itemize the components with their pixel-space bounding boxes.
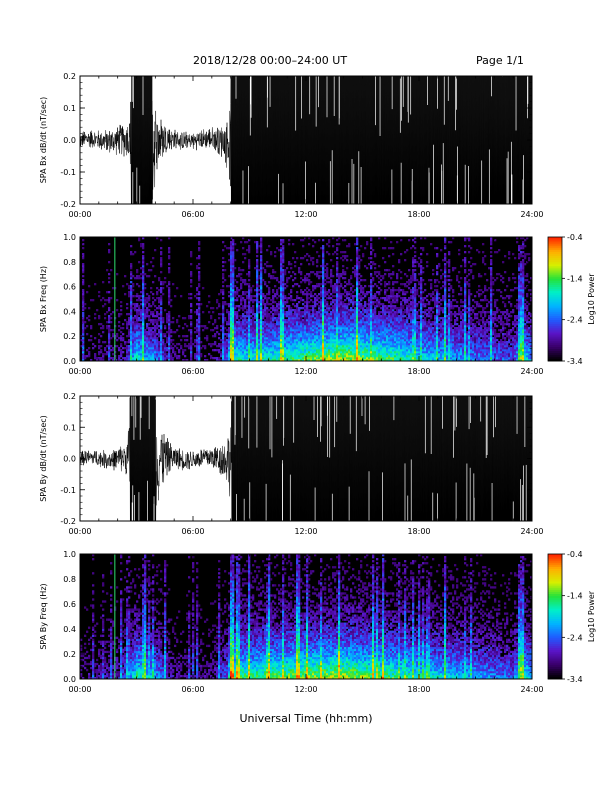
y-tick-label: 0.4 <box>63 307 76 316</box>
y-tick-label: 1.0 <box>63 550 76 559</box>
bx-spectrogram-plot-area <box>80 237 532 361</box>
by-spectrogram-plot-area <box>80 554 532 679</box>
x-tick-label: 18:00 <box>407 527 430 536</box>
y-tick-label: 0.1 <box>63 423 76 432</box>
chart-title: 2018/12/28 00:00–24:00 UT <box>193 54 348 67</box>
x-tick-label: 18:00 <box>407 685 430 694</box>
y-tick-label: 0.1 <box>63 104 76 113</box>
y-tick-label: 0.2 <box>63 332 76 341</box>
colorbar-tick-label: -3.4 <box>567 357 583 366</box>
y-tick-label: 0.8 <box>63 258 76 267</box>
x-tick-label: 24:00 <box>520 685 543 694</box>
bx-spectrogram-y-axis: 1.0 0.8 0.6 0.4 0.2 0.0 SPA Bx Freq (Hz) <box>39 233 532 366</box>
by-spectrogram-panel: -0.4 -1.4 -2.4 -3.4 Log10 Power 00:00 06:00 12:… <box>39 550 596 694</box>
x-tick-label: 12:00 <box>294 527 317 536</box>
y-tick-label: 0.2 <box>63 650 76 659</box>
by-spectrogram-colorbar: -0.4 -1.4 -2.4 -3.4 Log10 Power <box>547 550 596 684</box>
x-tick-label: 24:00 <box>520 210 543 219</box>
bx-spectrogram-x-axis: 00:00 06:00 12:00 18:00 24:00 <box>68 237 544 376</box>
bx-dbdt-plot-area <box>80 76 532 204</box>
by-dbdt-x-axis: 00:00 06:00 12:00 18:00 24:00 <box>68 396 544 536</box>
y-tick-label: 0.0 <box>63 675 76 684</box>
bx-spectrogram-colorbar: -0.4 -1.4 -2.4 -3.4 Log10 Power <box>547 233 596 366</box>
x-tick-label: 00:00 <box>68 210 91 219</box>
by-spectrogram-y-axis: 1.0 0.8 0.6 0.4 0.2 0.0 SPA By Freq (Hz) <box>39 550 532 684</box>
x-tick-label: 12:00 <box>294 367 317 376</box>
by-dbdt-trace <box>80 396 532 521</box>
by-dbdt-y-axis: 0.2 0.1 0.0 -0.1 -0.2 SPA By dB/dt (nT/sec) <box>39 392 532 526</box>
bx-spectrogram-panel: -0.4 -1.4 -2.4 -3.4 Log10 Power 00:00 06:00 12:… <box>39 233 596 376</box>
bx-dbdt-y-axis-label: SPA Bx dB/dt (nT/sec) <box>39 97 48 184</box>
y-tick-label: 0.0 <box>63 455 76 464</box>
by-dbdt-plot-area <box>80 396 532 521</box>
colorbar-tick-label: -1.4 <box>567 274 583 283</box>
colorbar-tick-label: -0.4 <box>567 233 583 242</box>
bx-dbdt-x-axis: 00:00 06:00 12:00 18:00 24:00 <box>68 76 544 219</box>
bx-dbdt-y-axis: 0.2 0.1 0.0 -0.1 -0.2 SPA Bx dB/dt (nT/sec) <box>39 72 532 209</box>
x-tick-label: 18:00 <box>407 367 430 376</box>
y-tick-label: 0.0 <box>63 357 76 366</box>
y-tick-label: 0.2 <box>63 392 76 401</box>
y-tick-label: 0.6 <box>63 283 76 292</box>
y-tick-label: 0.8 <box>63 575 76 584</box>
y-tick-label: 0.4 <box>63 625 76 634</box>
y-tick-label: 0.0 <box>63 136 76 145</box>
x-tick-label: 00:00 <box>68 367 91 376</box>
colorbar-tick-label: -3.4 <box>567 675 583 684</box>
bx-spectrogram-y-axis-label: SPA Bx Freq (Hz) <box>39 266 48 332</box>
x-tick-label: 24:00 <box>520 527 543 536</box>
x-tick-label: 06:00 <box>181 367 204 376</box>
y-tick-label: -0.2 <box>60 200 76 209</box>
by-spectrogram-y-axis-label: SPA By Freq (Hz) <box>39 583 48 649</box>
colorbar-tick-label: -1.4 <box>567 592 583 601</box>
x-axis-label: Universal Time (hh:mm) <box>239 712 373 725</box>
y-tick-label: -0.1 <box>60 168 76 177</box>
colorbar-tick-label: -0.4 <box>567 550 583 559</box>
y-tick-label: 0.2 <box>63 72 76 81</box>
colorbar-tick-label: -2.4 <box>567 633 583 642</box>
x-tick-label: 00:00 <box>68 685 91 694</box>
colorbar-label: Log10 Power <box>587 273 596 325</box>
bx-dbdt-panel: 00:00 06:00 12:00 18:00 24:00 0.2 0.1 0.0 -0.1 -0… <box>39 72 544 219</box>
page-indicator: Page 1/1 <box>476 54 524 67</box>
x-tick-label: 00:00 <box>68 527 91 536</box>
by-dbdt-y-axis-label: SPA By dB/dt (nT/sec) <box>39 415 48 502</box>
x-tick-label: 18:00 <box>407 210 430 219</box>
x-tick-label: 06:00 <box>181 527 204 536</box>
by-spectrogram-x-axis: 00:00 06:00 12:00 18:00 24:00 <box>68 554 544 694</box>
y-tick-label: -0.1 <box>60 486 76 495</box>
bx-dbdt-trace <box>80 76 532 204</box>
by-dbdt-panel: 00:00 06:00 12:00 18:00 24:00 0.2 0.1 0.0 -0.1 -0… <box>39 392 544 536</box>
x-tick-label: 06:00 <box>181 210 204 219</box>
y-tick-label: 0.6 <box>63 600 76 609</box>
x-tick-label: 24:00 <box>520 367 543 376</box>
y-tick-label: -0.2 <box>60 517 76 526</box>
colorbar-tick-label: -2.4 <box>567 316 583 325</box>
x-tick-label: 12:00 <box>294 210 317 219</box>
colorbar-label: Log10 Power <box>587 590 596 642</box>
x-tick-label: 12:00 <box>294 685 317 694</box>
y-tick-label: 1.0 <box>63 233 76 242</box>
x-tick-label: 06:00 <box>181 685 204 694</box>
